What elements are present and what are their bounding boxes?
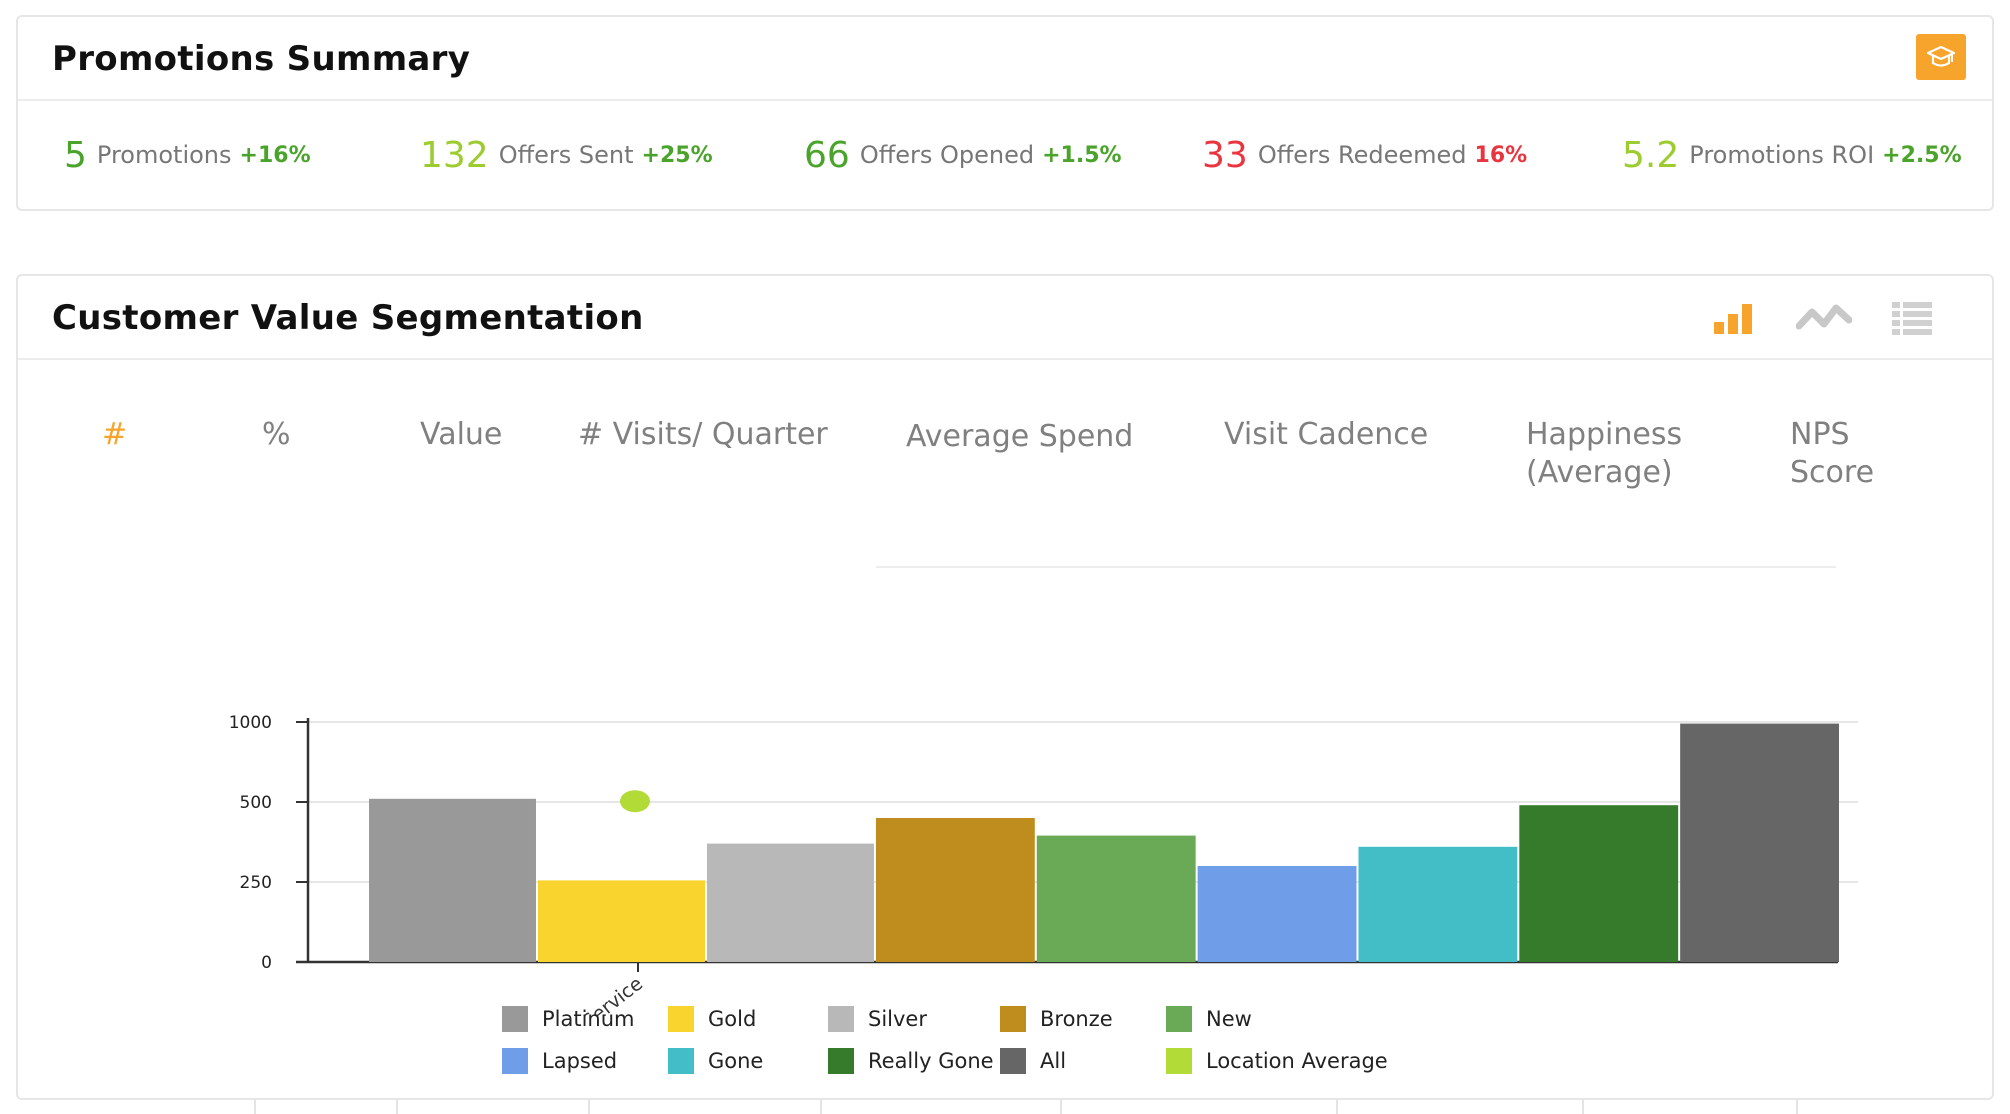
metric-tabs: # % Value # Visits/ Quarter Average Spen… — [18, 416, 1992, 526]
y-tick-label: 250 — [240, 873, 272, 893]
legend-item[interactable]: Gold — [668, 1006, 756, 1032]
stat-change: +25% — [641, 142, 713, 168]
tab-happiness-average[interactable]: Happiness (Average) — [1526, 417, 1683, 490]
tab-count[interactable]: # — [102, 417, 128, 452]
bar-new[interactable] — [1036, 835, 1196, 962]
customer-value-segmentation-card: Customer Value Segmentation — [16, 274, 1994, 1100]
stat-value: 132 — [420, 134, 489, 176]
legend-swatch — [828, 1048, 854, 1074]
legend-item[interactable]: Gone — [668, 1048, 763, 1074]
stat-label: Offers Redeemed — [1257, 141, 1467, 169]
y-tick-label: 1000 — [229, 713, 272, 733]
stat-label: Offers Opened — [859, 141, 1035, 169]
legend-item[interactable]: Really Gone — [828, 1048, 994, 1074]
stat-label: Promotions — [96, 141, 232, 169]
legend-swatch — [828, 1006, 854, 1032]
legend-swatch — [1000, 1048, 1026, 1074]
stat-label: Promotions ROI — [1689, 141, 1875, 169]
tab-average-spend[interactable]: Average Spend — [906, 419, 1134, 454]
legend-item[interactable]: Platinum — [502, 1006, 635, 1032]
bar-gone[interactable] — [1358, 846, 1518, 962]
legend-label: All — [1040, 1049, 1067, 1073]
stat-value: 66 — [804, 134, 850, 176]
bar-gold[interactable] — [537, 880, 705, 962]
stat-change: +2.5% — [1882, 142, 1962, 168]
stat-value: 5.2 — [1622, 134, 1680, 176]
tab-visit-cadence[interactable]: Visit Cadence — [1224, 417, 1429, 452]
y-tick-label: 0 — [261, 953, 272, 973]
bar-really-gone[interactable] — [1519, 805, 1679, 962]
tab-value[interactable]: Value — [420, 417, 503, 452]
legend-swatch — [668, 1048, 694, 1074]
legend-label: Gold — [708, 1007, 757, 1031]
legend-label: Gone — [708, 1049, 764, 1073]
legend-item[interactable]: Lapsed — [502, 1048, 617, 1074]
legend-item[interactable]: Silver — [828, 1006, 927, 1032]
legend-label: New — [1206, 1007, 1252, 1031]
location-average-marker — [620, 790, 650, 813]
stat-change: +1.5% — [1042, 142, 1122, 168]
bottom-grid-ticks — [0, 1100, 2010, 1114]
promotion-stat: 5 Promotions +16% — [64, 99, 311, 211]
promotions-summary-card: Promotions Summary 5 Promotions +16% 132 Off… — [16, 15, 1994, 211]
promotions-summary-header: Promotions Summary — [18, 17, 1992, 101]
promotion-stat: 33 Offers Redeemed 16% — [1202, 99, 1527, 211]
stat-value: 33 — [1202, 134, 1248, 176]
legend-label: Silver — [868, 1007, 927, 1031]
y-tick-label: 500 — [240, 793, 272, 813]
stat-label: Offers Sent — [498, 141, 634, 169]
graduation-cap-icon — [1926, 45, 1956, 67]
stat-value: 5 — [64, 134, 87, 176]
legend-swatch — [502, 1048, 528, 1074]
legend-item[interactable]: All — [1000, 1048, 1066, 1074]
legend-label: Bronze — [1040, 1007, 1113, 1031]
legend-label: Location Average — [1206, 1049, 1388, 1073]
tab-divider — [876, 566, 1836, 568]
legend-item[interactable]: New — [1166, 1006, 1252, 1032]
legend-swatch — [502, 1006, 528, 1032]
segmentation-title: Customer Value Segmentation — [52, 298, 644, 338]
tab-percent[interactable]: % — [262, 417, 291, 452]
legend-item[interactable]: Location Average — [1166, 1048, 1388, 1074]
tab-visits-per-quarter[interactable]: # Visits/ Quarter — [578, 417, 828, 452]
legend-swatch — [1000, 1006, 1026, 1032]
legend-swatch — [1166, 1006, 1192, 1032]
legend-swatch — [668, 1006, 694, 1032]
promotion-stat: 132 Offers Sent +25% — [420, 99, 713, 211]
bar-all[interactable] — [1680, 723, 1839, 962]
promotion-stats-row: 5 Promotions +16% 132 Offers Sent +25% 66 Offer… — [18, 99, 1992, 211]
bar-silver[interactable] — [706, 843, 874, 962]
tab-nps-score[interactable]: NPS Score — [1790, 417, 1875, 490]
view-toggle-group — [1712, 300, 1932, 340]
chart-legend: Platinum Gold Silver Bronze New Lapsed Gone Rea… — [502, 1006, 1388, 1096]
line-chart-icon[interactable] — [1795, 300, 1853, 340]
legend-label: Platinum — [542, 1007, 635, 1031]
segmentation-header: Customer Value Segmentation — [18, 276, 1992, 360]
stat-change: 16% — [1474, 142, 1528, 168]
promotion-stat: 66 Offers Opened +1.5% — [804, 99, 1122, 211]
bar-platinum[interactable] — [369, 798, 536, 962]
stat-change: +16% — [239, 142, 311, 168]
bar-bronze[interactable] — [875, 818, 1035, 962]
legend-item[interactable]: Bronze — [1000, 1006, 1113, 1032]
legend-swatch — [1166, 1048, 1192, 1074]
bar-lapsed[interactable] — [1197, 866, 1357, 962]
graduation-cap-button[interactable] — [1916, 34, 1966, 80]
legend-label: Lapsed — [542, 1049, 618, 1073]
bar-chart-icon[interactable] — [1712, 300, 1756, 340]
promotions-summary-title: Promotions Summary — [52, 39, 471, 79]
table-list-icon[interactable] — [1892, 300, 1932, 340]
legend-label: Really Gone — [868, 1049, 994, 1073]
promotion-stat: 5.2 Promotions ROI +2.5% — [1622, 99, 1962, 211]
